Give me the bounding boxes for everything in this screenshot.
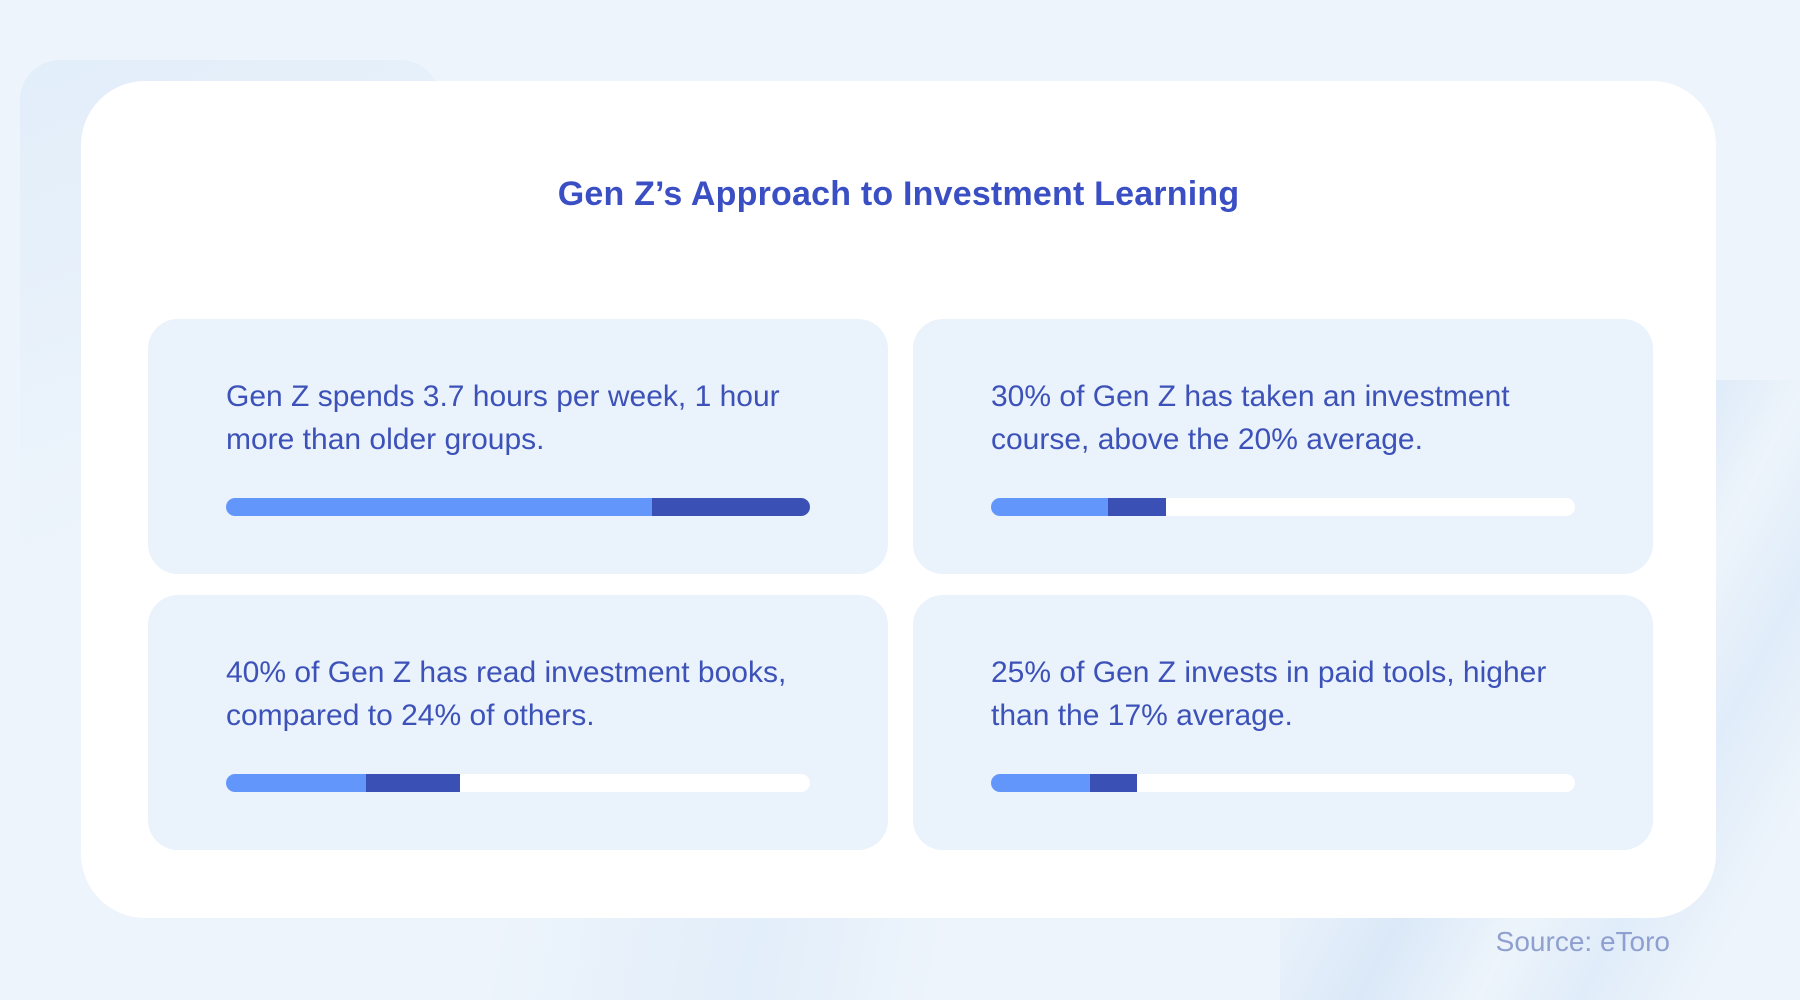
progress-bar-paid-tools bbox=[991, 774, 1575, 792]
progress-bar-investment-course bbox=[991, 498, 1575, 516]
source-credit: Source: eToro bbox=[1495, 926, 1670, 957]
stat-text-line-1: 30% of Gen Z has taken an investment bbox=[991, 380, 1510, 413]
progress-bar-investment-books bbox=[226, 774, 810, 792]
stat-cards-grid: Gen Z spends 3.7 hours per week, 1 hour … bbox=[148, 319, 1653, 850]
stat-card-paid-tools: 25% of Gen Z invests in paid tools, high… bbox=[913, 595, 1653, 850]
stat-text: 40% of Gen Z has read investment books, … bbox=[226, 651, 810, 737]
stat-card-investment-books: 40% of Gen Z has read investment books, … bbox=[148, 595, 888, 850]
progress-segment-genz-extra bbox=[1107, 498, 1167, 516]
progress-segment-genz-extra bbox=[1090, 774, 1137, 792]
stat-text-line-1: 40% of Gen Z has read investment books, bbox=[226, 656, 787, 689]
progress-bar-study-hours bbox=[226, 498, 810, 516]
progress-segment-average bbox=[226, 774, 367, 792]
progress-segment-genz-extra bbox=[652, 498, 810, 516]
stat-text: Gen Z spends 3.7 hours per week, 1 hour … bbox=[226, 375, 810, 461]
stat-text-line-2: more than older groups. bbox=[226, 423, 545, 456]
main-panel: Gen Z’s Approach to Investment Learning … bbox=[81, 81, 1716, 918]
stat-text-line-2: compared to 24% of others. bbox=[226, 699, 595, 732]
stat-card-investment-course: 30% of Gen Z has taken an investment cou… bbox=[913, 319, 1653, 574]
progress-segment-average bbox=[991, 498, 1108, 516]
stat-text-line-2: course, above the 20% average. bbox=[991, 423, 1423, 456]
stat-text: 25% of Gen Z invests in paid tools, high… bbox=[991, 651, 1575, 737]
stat-text: 30% of Gen Z has taken an investment cou… bbox=[991, 375, 1575, 461]
stat-text-line-1: Gen Z spends 3.7 hours per week, 1 hour bbox=[226, 380, 780, 413]
page-title: Gen Z’s Approach to Investment Learning bbox=[557, 175, 1240, 213]
progress-segment-genz-extra bbox=[366, 774, 460, 792]
stat-card-study-hours: Gen Z spends 3.7 hours per week, 1 hour … bbox=[148, 319, 888, 574]
progress-segment-average bbox=[226, 498, 653, 516]
progress-segment-average bbox=[991, 774, 1091, 792]
stat-text-line-1: 25% of Gen Z invests in paid tools, high… bbox=[991, 656, 1547, 689]
stat-text-line-2: than the 17% average. bbox=[991, 699, 1293, 732]
